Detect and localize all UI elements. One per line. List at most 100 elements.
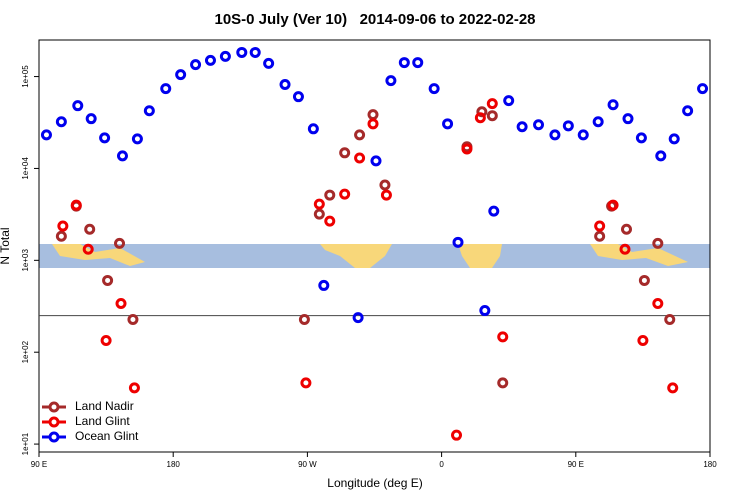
point	[190, 59, 202, 71]
point	[298, 313, 310, 325]
point	[204, 54, 216, 66]
point	[607, 99, 619, 111]
point	[638, 274, 650, 286]
point	[72, 100, 84, 112]
point	[412, 57, 424, 69]
point	[160, 83, 172, 95]
point	[70, 199, 82, 211]
point	[667, 382, 679, 394]
point	[85, 113, 97, 125]
point	[398, 57, 410, 69]
point	[115, 297, 127, 309]
y-tick-label: 1e+02	[21, 340, 30, 363]
point	[592, 116, 604, 128]
y-tick-label: 1e+03	[21, 249, 30, 272]
legend-marker	[48, 416, 60, 428]
point	[300, 377, 312, 389]
point	[488, 205, 500, 217]
point	[102, 274, 114, 286]
point	[175, 69, 187, 81]
legend-label: Ocean Glint	[75, 429, 139, 443]
point	[668, 133, 680, 145]
y-tick-label: 1e+05	[21, 65, 30, 88]
point	[292, 91, 304, 103]
point	[99, 132, 111, 144]
point	[486, 110, 498, 122]
map-strip	[39, 244, 710, 268]
legend-label: Land Glint	[75, 414, 130, 428]
point	[533, 119, 545, 131]
point	[128, 382, 140, 394]
point	[324, 215, 336, 227]
y-tick-label: 1e+04	[21, 157, 30, 180]
point	[114, 237, 126, 249]
point	[497, 331, 509, 343]
legend-marker	[48, 431, 60, 443]
x-tick-label: 90 W	[298, 460, 317, 469]
point	[339, 147, 351, 159]
point	[82, 243, 94, 255]
point	[367, 109, 379, 121]
point	[562, 120, 574, 132]
point	[84, 223, 96, 235]
plot-frame	[38, 39, 711, 453]
point	[503, 95, 515, 107]
point	[637, 335, 649, 347]
point	[594, 230, 606, 242]
point	[664, 313, 676, 325]
point	[55, 230, 67, 242]
point	[219, 50, 231, 62]
point	[461, 143, 473, 155]
x-tick-label: 90 E	[568, 460, 584, 469]
x-axis-label: Longitude (deg E)	[327, 476, 422, 490]
legend-label: Land Nadir	[75, 399, 134, 413]
point	[622, 113, 634, 125]
point	[354, 152, 366, 164]
legend-marker	[48, 401, 60, 413]
x-tick-label: 180	[703, 460, 717, 469]
point	[479, 305, 491, 317]
point	[442, 118, 454, 130]
point	[279, 78, 291, 90]
point	[451, 429, 463, 441]
point	[313, 198, 325, 210]
point	[263, 57, 275, 69]
point	[607, 199, 619, 211]
point	[635, 132, 647, 144]
point	[620, 223, 632, 235]
point	[452, 236, 464, 248]
point	[577, 129, 589, 141]
point	[313, 208, 325, 220]
point	[236, 46, 248, 58]
point	[428, 83, 440, 95]
point	[131, 133, 143, 145]
x-tick-label: 90 E	[31, 460, 47, 469]
point	[697, 83, 709, 95]
chart-title: 10S-0 July (Ver 10) 2014-09-06 to 2022-0…	[214, 11, 535, 28]
point	[619, 243, 631, 255]
point	[385, 75, 397, 87]
point	[324, 189, 336, 201]
point	[379, 179, 391, 191]
point	[370, 155, 382, 167]
point	[339, 188, 351, 200]
point	[352, 312, 364, 324]
point	[380, 189, 392, 201]
point	[55, 116, 67, 128]
point	[127, 313, 139, 325]
point	[476, 106, 488, 118]
x-tick-label: 0	[439, 460, 444, 469]
x-tick-label: 180	[167, 460, 181, 469]
point	[57, 220, 69, 232]
point	[652, 297, 664, 309]
point	[594, 220, 606, 232]
point	[516, 121, 528, 133]
point	[307, 123, 319, 135]
y-axis-label: N Total	[0, 227, 12, 264]
point	[486, 98, 498, 110]
point	[367, 118, 379, 130]
point	[655, 150, 667, 162]
y-tick-label: 1e+01	[21, 432, 30, 455]
point	[354, 129, 366, 141]
